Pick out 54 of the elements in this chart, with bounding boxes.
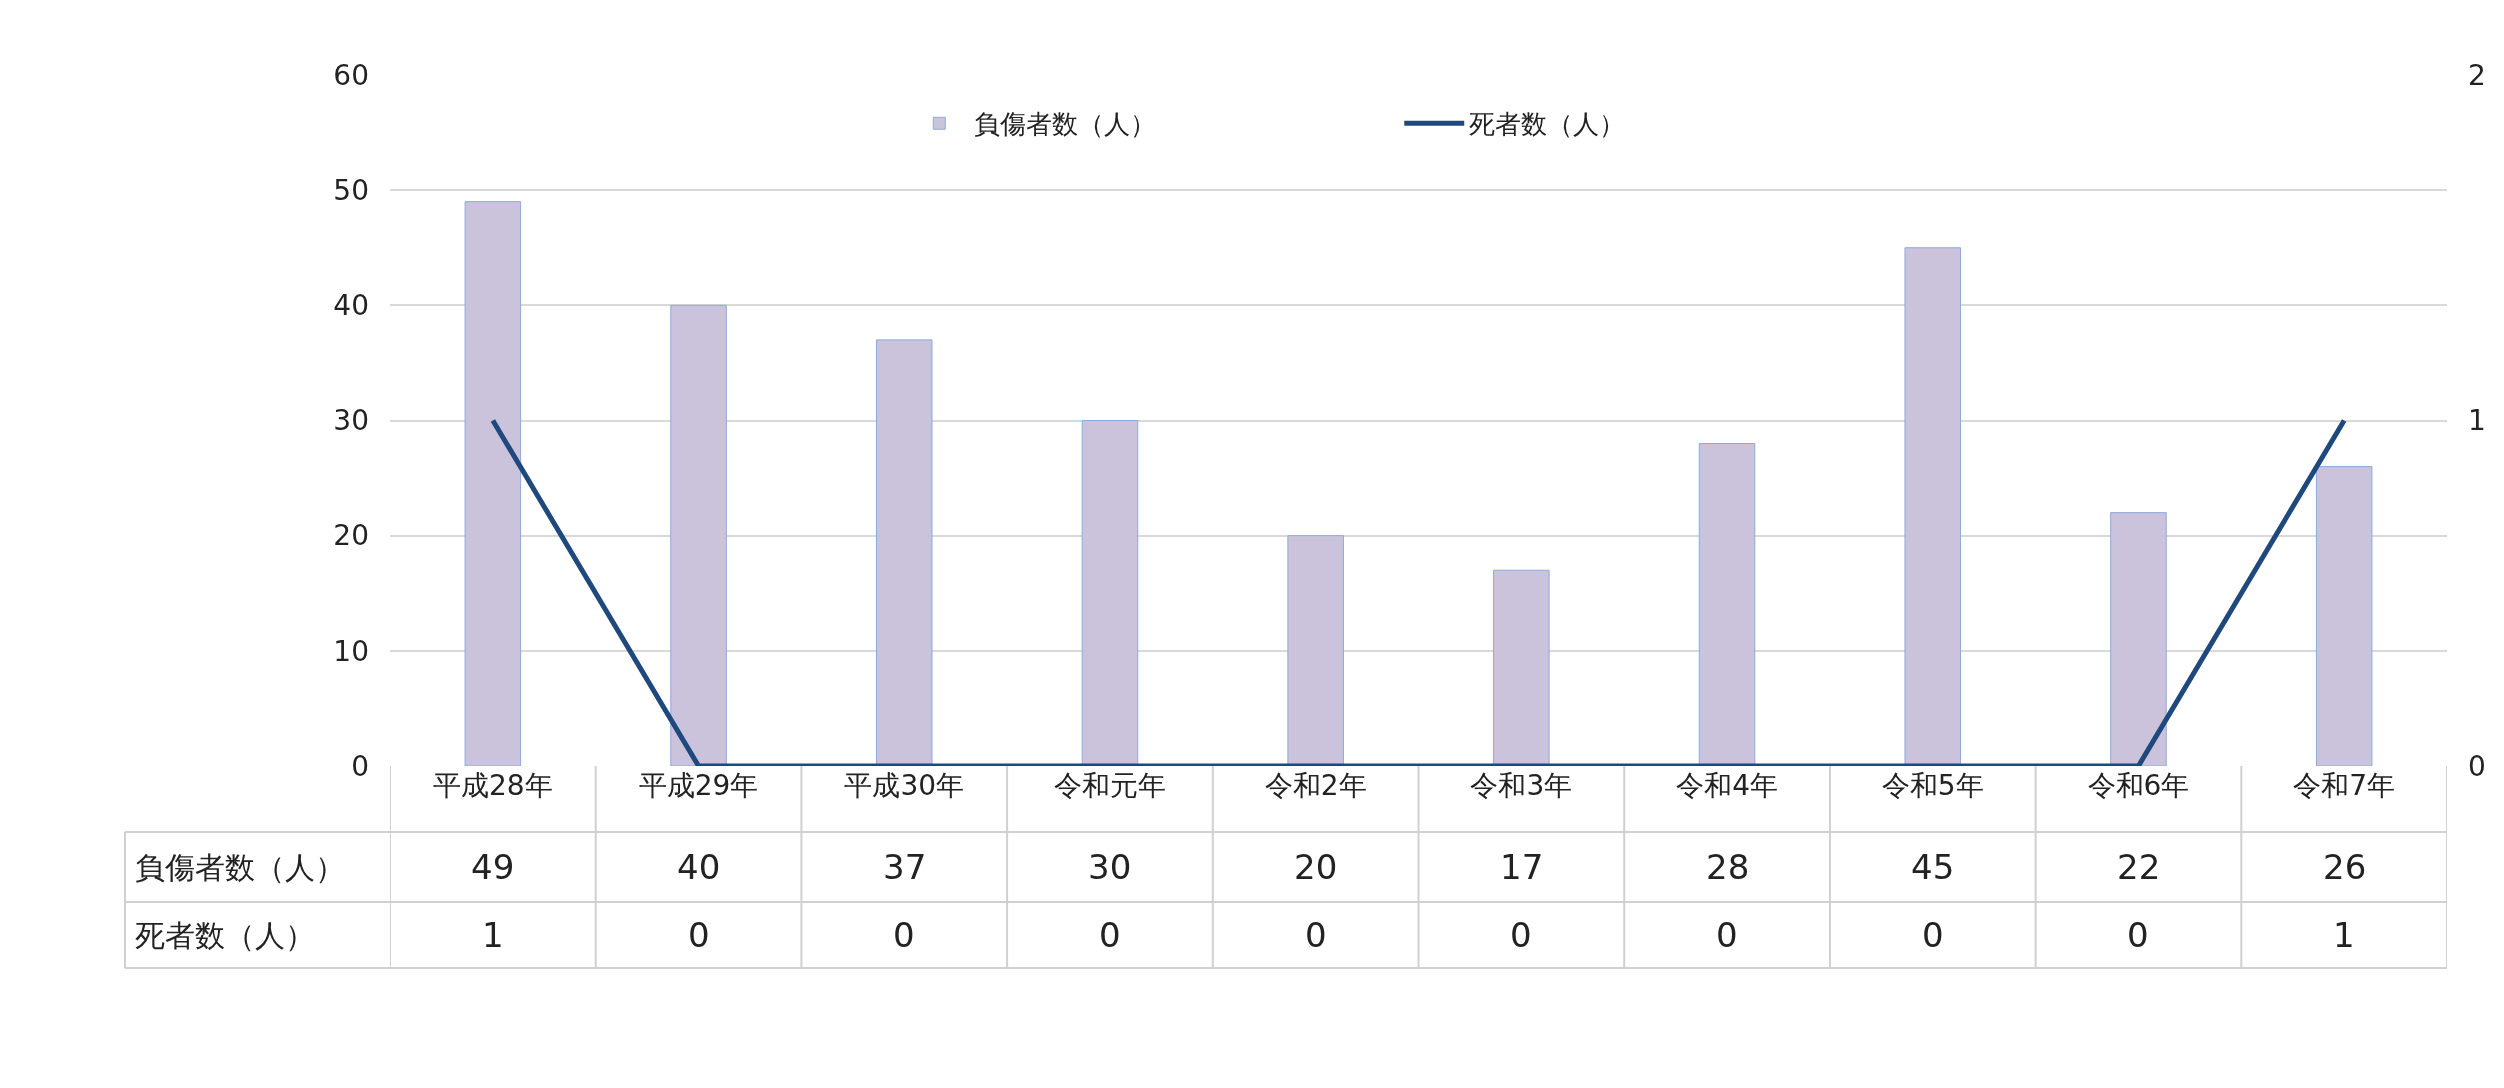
y2-tick-label: 0 bbox=[2468, 749, 2486, 783]
bar bbox=[875, 339, 933, 766]
text: 負傷者数（人） bbox=[135, 850, 345, 885]
bar bbox=[2315, 466, 2373, 766]
data-label: 0 bbox=[893, 915, 915, 955]
bar bbox=[670, 304, 727, 766]
x-tick-label: 令和5年 bbox=[1881, 769, 1984, 802]
y-tick-label: 10 bbox=[333, 634, 369, 668]
x-tick-label: 令和7年 bbox=[2293, 769, 2396, 802]
data-label: 37 bbox=[883, 847, 927, 887]
x-tick-label: 平成30年 bbox=[844, 769, 965, 802]
data-label: 49 bbox=[471, 847, 515, 887]
legend-label: 死者数（人） bbox=[1469, 109, 1626, 140]
text: 死者数（人） bbox=[135, 918, 315, 953]
data-label: 20 bbox=[1294, 847, 1338, 887]
y-tick-label: 60 bbox=[333, 58, 369, 92]
data-label: 40 bbox=[677, 847, 721, 887]
y-tick-label: 0 bbox=[351, 749, 369, 783]
data-label: 22 bbox=[2117, 847, 2161, 887]
bar bbox=[1493, 569, 1550, 766]
y2-tick-label: 2 bbox=[2468, 58, 2486, 92]
bar bbox=[464, 201, 522, 766]
y-tick-label: 50 bbox=[333, 173, 369, 207]
data-label: 0 bbox=[688, 915, 710, 955]
x-tick-label: 令和6年 bbox=[2087, 769, 2190, 802]
data-label: 1 bbox=[482, 915, 504, 955]
data-label: 30 bbox=[1088, 847, 1132, 887]
x-tick-label: 令和3年 bbox=[1470, 769, 1573, 802]
data-label: 0 bbox=[1716, 915, 1738, 955]
x-tick-label: 平成28年 bbox=[433, 769, 553, 802]
x-tick-label: 平成29年 bbox=[638, 769, 759, 802]
x-tick-label: 令和4年 bbox=[1676, 769, 1778, 802]
data-label: 0 bbox=[2127, 915, 2149, 955]
data-label: 45 bbox=[1911, 847, 1955, 887]
data-label: 0 bbox=[1922, 915, 1944, 955]
bar bbox=[1904, 247, 1962, 766]
bar bbox=[1081, 420, 1139, 766]
data-label: 0 bbox=[1510, 915, 1532, 955]
data-label: 0 bbox=[1305, 915, 1327, 955]
data-label: 1 bbox=[2333, 915, 2355, 955]
x-tick-label: 令和2年 bbox=[1264, 769, 1367, 802]
legend-label: 負傷者数（人） bbox=[974, 109, 1157, 140]
data-label: 17 bbox=[1500, 847, 1544, 887]
bar bbox=[1287, 535, 1344, 766]
data-label: 28 bbox=[1706, 847, 1750, 887]
y-tick-label: 30 bbox=[333, 404, 369, 438]
y-tick-label: 20 bbox=[333, 519, 369, 553]
bar bbox=[1698, 443, 1756, 766]
data-label: 26 bbox=[2323, 847, 2367, 887]
y-tick-label: 40 bbox=[333, 289, 369, 323]
y2-tick-label: 1 bbox=[2468, 404, 2486, 438]
data-label: 0 bbox=[1099, 915, 1121, 955]
x-tick-label: 令和元年 bbox=[1053, 769, 1166, 802]
bar bbox=[2110, 512, 2167, 766]
